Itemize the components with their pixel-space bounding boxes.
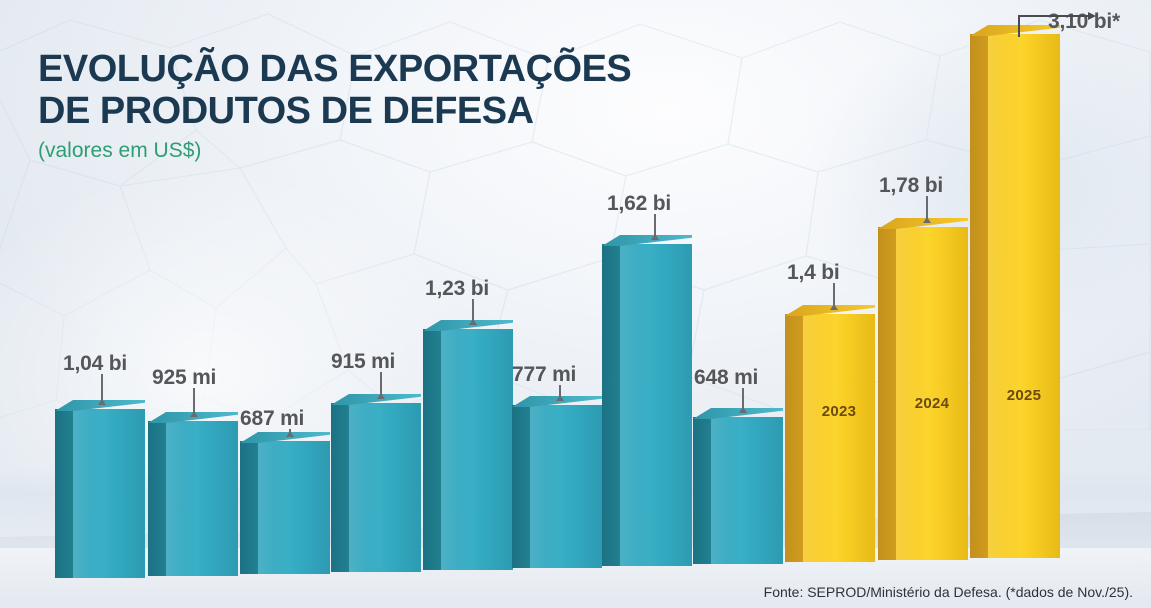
bar-gloss bbox=[711, 417, 783, 564]
bar-top-face bbox=[512, 396, 602, 407]
bar-value-label-9: 1,4 bi bbox=[787, 261, 840, 284]
pointer-line-2 bbox=[190, 388, 198, 417]
bar-gloss bbox=[530, 405, 602, 568]
bar-9-2023: 2023 bbox=[785, 305, 875, 562]
pointer-line-7 bbox=[556, 385, 564, 401]
bar-side-face bbox=[240, 441, 258, 574]
bar-8 bbox=[693, 408, 783, 564]
bar-value-label-8: 648 mi bbox=[694, 366, 759, 389]
bar-side-face bbox=[55, 409, 73, 578]
bar-10-2024: 2024 bbox=[878, 218, 968, 560]
bar-top-face bbox=[970, 25, 1060, 36]
bar-top-face bbox=[55, 400, 145, 411]
bar-front-face bbox=[711, 417, 783, 564]
pointer-line-1 bbox=[98, 374, 106, 405]
bar-5 bbox=[423, 320, 513, 570]
bar-side-face bbox=[148, 421, 166, 576]
page-subtitle: (valores em US$) bbox=[38, 139, 202, 162]
bar-gloss bbox=[803, 314, 875, 562]
leader-line-11 bbox=[1018, 12, 1096, 37]
bar-top-face bbox=[878, 218, 968, 229]
bar-front-face bbox=[349, 403, 421, 572]
bar-side-face bbox=[602, 244, 620, 566]
bar-front-face bbox=[73, 409, 145, 578]
bar-side-face bbox=[331, 403, 349, 572]
bar-gloss bbox=[441, 329, 513, 570]
bar-front-face bbox=[166, 421, 238, 576]
bar-side-face bbox=[423, 329, 441, 570]
pointer-line-10 bbox=[923, 196, 931, 223]
bar-value-label-7: 777 mi bbox=[512, 363, 577, 386]
page-title: EVOLUÇÃO DAS EXPORTAÇÕES DE PRODUTOS DE … bbox=[38, 48, 632, 132]
pointer-line-9 bbox=[830, 283, 838, 310]
bar-top-face bbox=[693, 408, 783, 419]
bar-value-label-3: 687 mi bbox=[240, 407, 305, 430]
bar-value-label-4: 915 mi bbox=[331, 350, 396, 373]
bar-top-face bbox=[423, 320, 513, 331]
bar-front-face bbox=[988, 34, 1060, 558]
leader-arrowhead bbox=[1088, 12, 1096, 20]
bar-6 bbox=[602, 235, 692, 566]
bar-top-face bbox=[240, 432, 330, 443]
bar-3 bbox=[240, 432, 330, 574]
bar-side-face bbox=[512, 405, 530, 568]
bar-value-label-1: 1,04 bi bbox=[63, 352, 127, 375]
source-note: Fonte: SEPROD/Ministério da Defesa. (*da… bbox=[763, 584, 1133, 600]
bar-gloss bbox=[620, 244, 692, 566]
bar-value-label-10: 1,78 bi bbox=[879, 174, 943, 197]
pointer-line-5 bbox=[469, 299, 477, 325]
bar-4 bbox=[331, 394, 421, 572]
bar-gloss bbox=[258, 441, 330, 574]
heading-block: EVOLUÇÃO DAS EXPORTAÇÕES DE PRODUTOS DE … bbox=[38, 48, 632, 164]
bar-top-face bbox=[331, 394, 421, 405]
bar-year-label-2023: 2023 bbox=[821, 403, 857, 420]
bar-gloss bbox=[73, 409, 145, 578]
bar-value-label-5: 1,23 bi bbox=[425, 277, 489, 300]
bar-side-face bbox=[878, 227, 896, 560]
bar-front-face bbox=[896, 227, 968, 560]
pointer-line-8 bbox=[739, 388, 747, 413]
bar-year-label-2024: 2024 bbox=[914, 395, 950, 412]
leader-vertical bbox=[1018, 15, 1020, 37]
bar-top-face bbox=[148, 412, 238, 423]
bar-gloss bbox=[988, 34, 1060, 558]
pointer-line-4 bbox=[377, 372, 385, 399]
bar-year-label-2025: 2025 bbox=[1006, 387, 1042, 404]
bar-7 bbox=[512, 396, 602, 568]
bar-front-face bbox=[530, 405, 602, 568]
bar-front-face bbox=[620, 244, 692, 566]
bar-side-face bbox=[785, 314, 803, 562]
bar-top-face bbox=[785, 305, 875, 316]
bar-11-2025: 2025 bbox=[970, 25, 1060, 558]
bar-front-face bbox=[441, 329, 513, 570]
bar-front-face bbox=[803, 314, 875, 562]
bar-side-face bbox=[970, 34, 988, 558]
bar-2 bbox=[148, 412, 238, 576]
bar-value-label-2: 925 mi bbox=[152, 366, 217, 389]
bar-front-face bbox=[258, 441, 330, 574]
leader-horizontal bbox=[1018, 15, 1088, 17]
bar-gloss bbox=[349, 403, 421, 572]
bar-side-face bbox=[693, 417, 711, 564]
bar-value-label-6: 1,62 bi bbox=[607, 192, 671, 215]
bar-gloss bbox=[166, 421, 238, 576]
pointer-line-3 bbox=[286, 429, 294, 437]
bar-1 bbox=[55, 400, 145, 578]
bar-top-face bbox=[602, 235, 692, 246]
pointer-line-6 bbox=[651, 214, 659, 240]
bar-gloss bbox=[896, 227, 968, 560]
